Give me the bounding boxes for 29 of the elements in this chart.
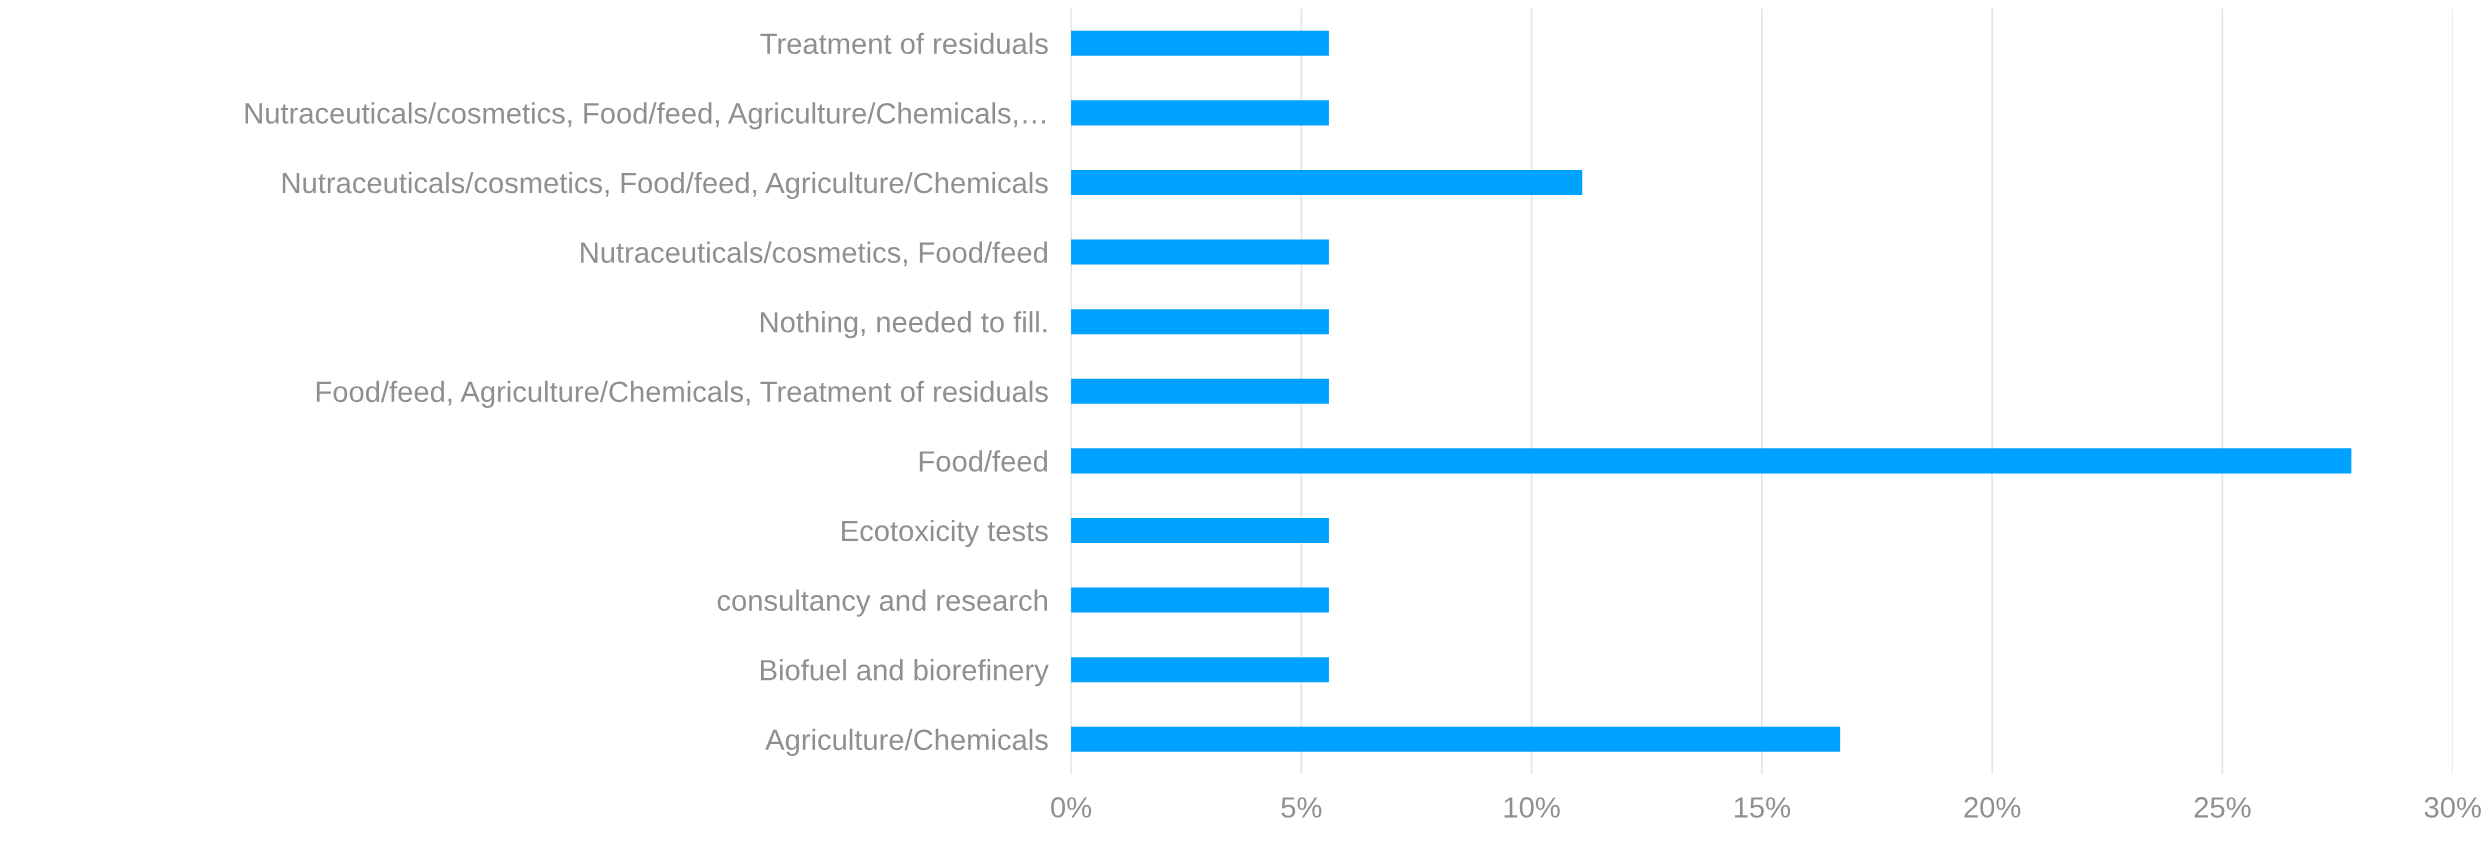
y-tick-label: Food/feed, Agriculture/Chemicals, Treatment of residuals xyxy=(316,380,1048,408)
y-tick-label: Food/feed xyxy=(919,450,1047,472)
y-tick-label: Nothing, needed to fill. xyxy=(760,311,1047,339)
bar xyxy=(1071,378,1329,404)
y-tick-label: Agriculture/Chemicals xyxy=(765,728,1048,756)
bar xyxy=(1071,726,1841,752)
x-tick-label: 0% xyxy=(1051,797,1092,818)
y-tick-label: Nutraceuticals/cosmetics, Food/feed, Agriculture/Chemicals,… xyxy=(245,102,1045,130)
y-tick-label: Nutraceuticals/cosmetics, Food/feed, Agriculture/Chemicals xyxy=(282,171,1048,200)
bar xyxy=(1071,239,1329,265)
y-tick-label: consultancy and research xyxy=(717,589,1047,617)
bar xyxy=(1071,309,1329,335)
bar xyxy=(1071,30,1329,56)
bar xyxy=(1071,448,2352,474)
bar xyxy=(1071,100,1329,126)
bar xyxy=(1071,169,1583,195)
bar xyxy=(1071,657,1329,683)
x-tick-label: 5% xyxy=(1281,797,1322,818)
y-tick-label: Ecotoxicity tests xyxy=(842,519,1048,548)
x-tick-label: 25% xyxy=(2194,797,2251,818)
y-tick-label: Treatment of residuals xyxy=(760,32,1048,55)
y-tick-label: Nutraceuticals/cosmetics, Food/feed xyxy=(581,241,1047,267)
bar xyxy=(1071,517,1329,544)
x-tick-label: 30% xyxy=(2424,797,2481,818)
x-tick-label: 20% xyxy=(1964,797,2021,818)
x-tick-label: 10% xyxy=(1504,797,1560,818)
x-tick-label: 15% xyxy=(1734,797,1791,818)
bar xyxy=(1071,587,1329,613)
y-tick-label: Biofuel and biorefinery xyxy=(761,659,1049,687)
